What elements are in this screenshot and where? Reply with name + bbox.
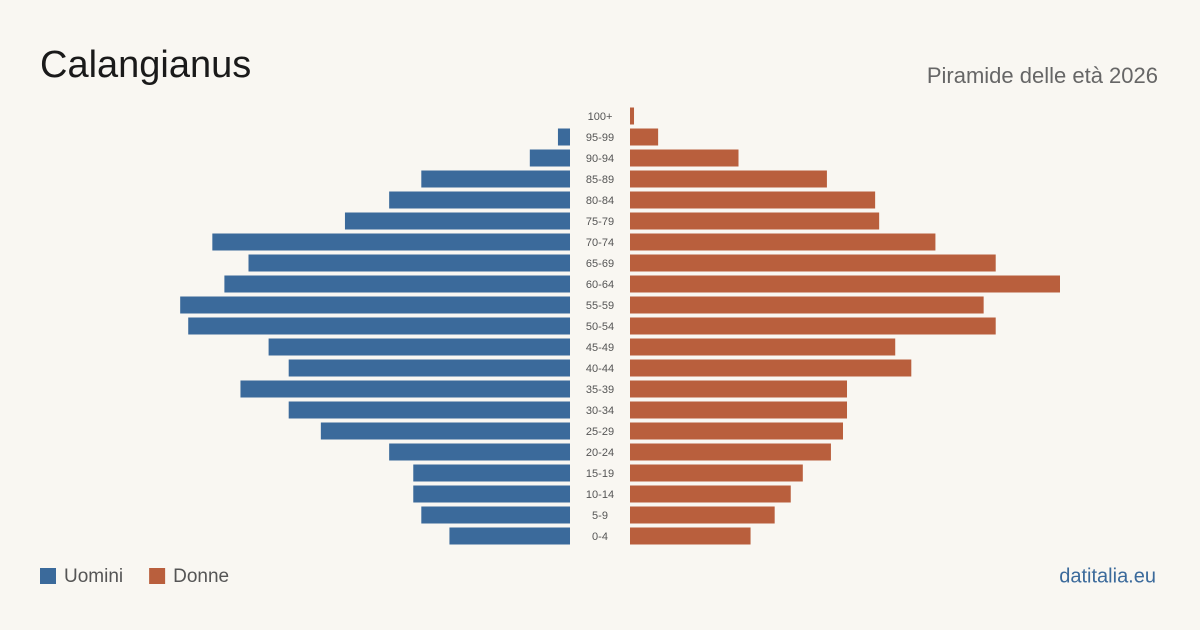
chart-subtitle: Piramide delle età 2026 — [927, 63, 1158, 88]
bar — [421, 506, 570, 524]
bar — [389, 443, 570, 461]
age-label: 50-54 — [586, 321, 614, 333]
bar — [630, 128, 659, 146]
bar — [268, 338, 570, 356]
age-label: 85-89 — [586, 174, 614, 186]
age-label: 65-69 — [586, 258, 614, 270]
age-label: 5-9 — [592, 510, 608, 522]
bar — [180, 296, 570, 314]
age-label: 80-84 — [586, 195, 614, 207]
legend-label: Donne — [173, 566, 229, 587]
bar — [413, 464, 570, 482]
age-label: 40-44 — [586, 363, 614, 375]
bar — [320, 422, 570, 440]
bar — [630, 275, 1060, 293]
bar — [630, 296, 984, 314]
age-label: 100+ — [588, 111, 613, 123]
source-link[interactable]: datitalia.eu — [1059, 565, 1156, 587]
bar — [630, 401, 848, 419]
age-label: 75-79 — [586, 216, 614, 228]
bar — [212, 233, 571, 251]
age-label: 95-99 — [586, 132, 614, 144]
age-label: 90-94 — [586, 153, 614, 165]
bar — [288, 359, 570, 377]
bar — [529, 149, 570, 167]
bar — [188, 317, 570, 335]
bar — [630, 107, 635, 125]
bar — [630, 380, 848, 398]
bar — [630, 170, 827, 188]
bar — [421, 170, 570, 188]
bar — [630, 485, 791, 503]
legend-label: Uomini — [64, 566, 123, 587]
bar — [413, 485, 570, 503]
bar — [630, 317, 996, 335]
bar — [630, 464, 803, 482]
bar — [389, 191, 570, 209]
bar — [224, 275, 570, 293]
bar — [288, 401, 570, 419]
age-label: 35-39 — [586, 384, 614, 396]
age-label: 0-4 — [592, 531, 608, 543]
age-label: 30-34 — [586, 405, 614, 417]
bar — [630, 527, 751, 545]
legend-swatch — [149, 568, 166, 584]
bar — [248, 254, 570, 272]
age-label: 20-24 — [586, 447, 614, 459]
age-label: 25-29 — [586, 426, 614, 438]
bar — [630, 506, 775, 524]
bar — [630, 233, 936, 251]
age-label: 10-14 — [586, 489, 614, 501]
bar — [630, 359, 912, 377]
bar — [630, 443, 831, 461]
bar — [630, 422, 843, 440]
bar — [630, 191, 876, 209]
bar — [630, 149, 739, 167]
age-label: 60-64 — [586, 279, 614, 291]
age-label: 55-59 — [586, 300, 614, 312]
legend-swatch — [40, 568, 56, 584]
age-label: 45-49 — [586, 342, 614, 354]
bar — [630, 338, 896, 356]
bar — [449, 527, 570, 545]
bar — [630, 212, 880, 230]
age-label: 15-19 — [586, 468, 614, 480]
bar — [557, 128, 570, 146]
bar — [240, 380, 570, 398]
bar — [344, 212, 570, 230]
bar — [630, 254, 996, 272]
age-label: 70-74 — [586, 237, 614, 249]
chart-title: Calangianus — [40, 44, 251, 86]
